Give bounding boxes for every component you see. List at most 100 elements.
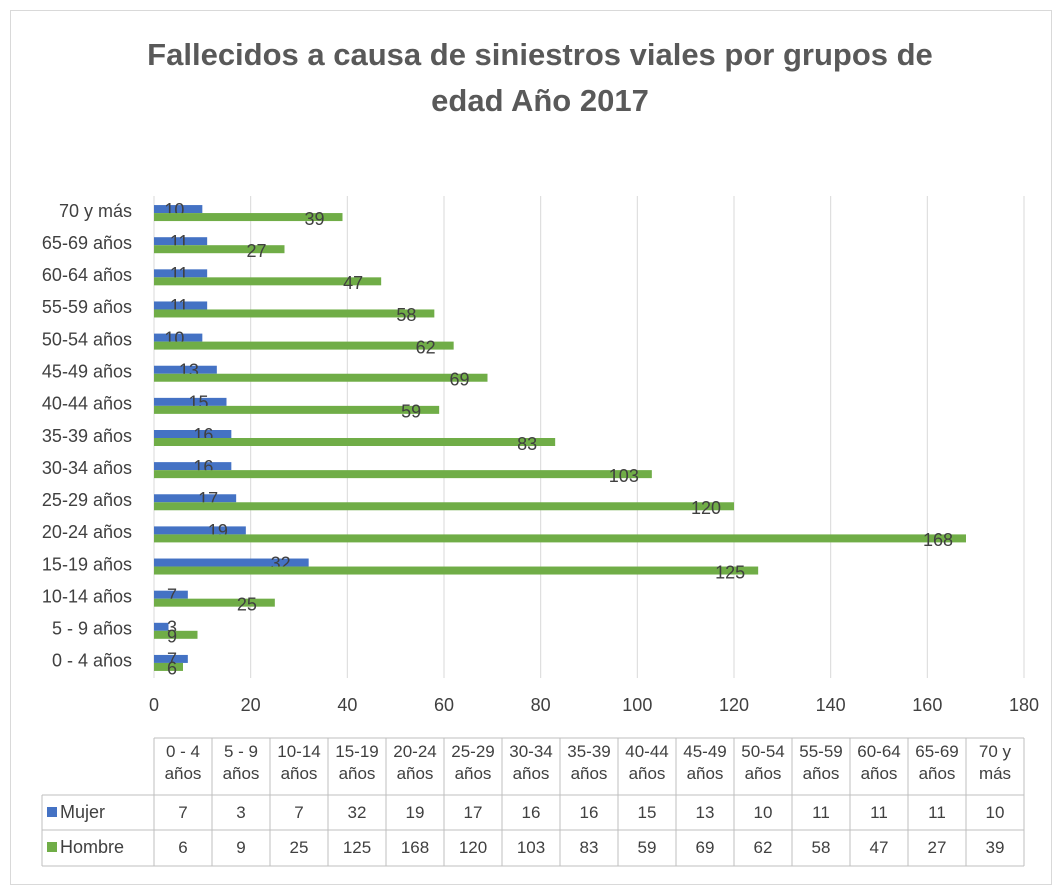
table-value: 17 xyxy=(463,803,483,822)
data-label: 120 xyxy=(691,498,721,518)
bar xyxy=(154,237,208,246)
table-value: 58 xyxy=(811,838,831,857)
table-value: 15 xyxy=(637,803,657,822)
data-label: 25 xyxy=(237,594,257,614)
y-tick-label: 30-34 años xyxy=(42,458,132,478)
bar xyxy=(154,558,309,567)
table-value: 6 xyxy=(178,838,188,857)
table-value: 83 xyxy=(579,838,599,857)
table-header: 30-34 años xyxy=(509,742,553,783)
bar xyxy=(154,309,435,318)
bar xyxy=(154,534,966,543)
bar xyxy=(154,365,217,374)
bar xyxy=(154,566,759,575)
table-header: 65-69 años xyxy=(915,742,959,783)
table-value: 59 xyxy=(637,838,657,857)
table-header: 0 - 4 años xyxy=(164,742,202,783)
bar xyxy=(154,654,188,663)
x-tick-label: 60 xyxy=(434,695,454,715)
bar xyxy=(154,205,203,214)
table-header: 20-24 años xyxy=(393,742,437,783)
x-tick-label: 100 xyxy=(622,695,652,715)
bar xyxy=(154,494,237,503)
table-value: 13 xyxy=(695,803,715,822)
table-value: 125 xyxy=(342,838,372,857)
table-value: 3 xyxy=(236,803,246,822)
table-value: 7 xyxy=(294,803,304,822)
data-label: 7 xyxy=(167,650,177,670)
y-tick-label: 45-49 años xyxy=(42,361,132,381)
y-tick-label: 70 y más xyxy=(59,201,132,221)
x-tick-label: 40 xyxy=(337,695,357,715)
table-value: 62 xyxy=(753,838,773,857)
bar xyxy=(154,373,488,382)
table-value: 10 xyxy=(985,803,1005,822)
table-value: 32 xyxy=(347,803,367,822)
y-tick-label: 15-19 años xyxy=(42,554,132,574)
table-value: 7 xyxy=(178,803,188,822)
y-tick-label: 25-29 años xyxy=(42,490,132,510)
y-tick-label: 50-54 años xyxy=(42,329,132,349)
bar xyxy=(154,438,556,446)
data-label: 168 xyxy=(923,530,953,550)
table-header: 10-14 años xyxy=(277,742,321,783)
x-tick-label: 160 xyxy=(912,695,942,715)
data-label: 39 xyxy=(304,209,324,229)
data-label: 58 xyxy=(396,305,416,325)
table-header: 55-59 años xyxy=(799,742,843,783)
y-tick-label: 0 - 4 años xyxy=(52,651,132,671)
data-label: 3 xyxy=(167,618,177,638)
bar xyxy=(154,277,382,286)
data-label: 62 xyxy=(416,337,436,357)
table-value: 10 xyxy=(753,803,773,822)
data-label: 125 xyxy=(715,562,745,582)
table-value: 9 xyxy=(236,838,246,857)
data-label: 27 xyxy=(246,241,266,261)
table-header: 35-39 años xyxy=(567,742,611,783)
chart-title: Fallecidos a causa de siniestros viales … xyxy=(147,37,933,118)
bar xyxy=(154,341,454,350)
bar xyxy=(154,462,232,471)
x-tick-label: 180 xyxy=(1009,695,1039,715)
y-tick-label: 60-64 años xyxy=(42,265,132,285)
bar xyxy=(154,662,183,671)
table-header: 5 - 9 años xyxy=(222,742,260,783)
bar xyxy=(154,630,198,639)
table-value: 27 xyxy=(927,838,947,857)
data-label: 69 xyxy=(449,369,469,389)
table-header: 40-44 años xyxy=(625,742,669,783)
data-label: 47 xyxy=(343,273,363,293)
table-value: 47 xyxy=(869,838,889,857)
data-label: 7 xyxy=(167,585,177,605)
table-value: 120 xyxy=(458,838,488,857)
table-header: 45-49 años xyxy=(683,742,727,783)
y-tick-label: 10-14 años xyxy=(42,586,132,606)
chart-border xyxy=(10,10,1052,885)
data-label: 83 xyxy=(517,434,537,454)
bar xyxy=(154,269,208,278)
table-value: 11 xyxy=(812,803,830,822)
legend-label: Hombre xyxy=(60,837,125,857)
x-tick-label: 0 xyxy=(149,695,159,715)
bar xyxy=(154,622,169,631)
x-tick-label: 120 xyxy=(719,695,749,715)
table-header: 60-64 años xyxy=(857,742,901,783)
data-label: 6 xyxy=(167,659,177,679)
y-tick-label: 20-24 años xyxy=(42,522,132,542)
y-tick-label: 5 - 9 años xyxy=(52,619,132,639)
bar xyxy=(154,397,227,406)
table-value: 39 xyxy=(985,838,1005,857)
data-label: 59 xyxy=(401,402,421,422)
table-value: 103 xyxy=(516,838,546,857)
bar xyxy=(154,526,246,535)
table-header: 50-54 años xyxy=(741,742,785,783)
bar xyxy=(154,470,652,479)
legend-swatch xyxy=(47,807,57,817)
x-tick-label: 20 xyxy=(241,695,261,715)
x-tick-label: 140 xyxy=(816,695,846,715)
bar xyxy=(154,213,343,222)
table-value: 168 xyxy=(400,838,430,857)
data-label: 9 xyxy=(167,627,177,647)
